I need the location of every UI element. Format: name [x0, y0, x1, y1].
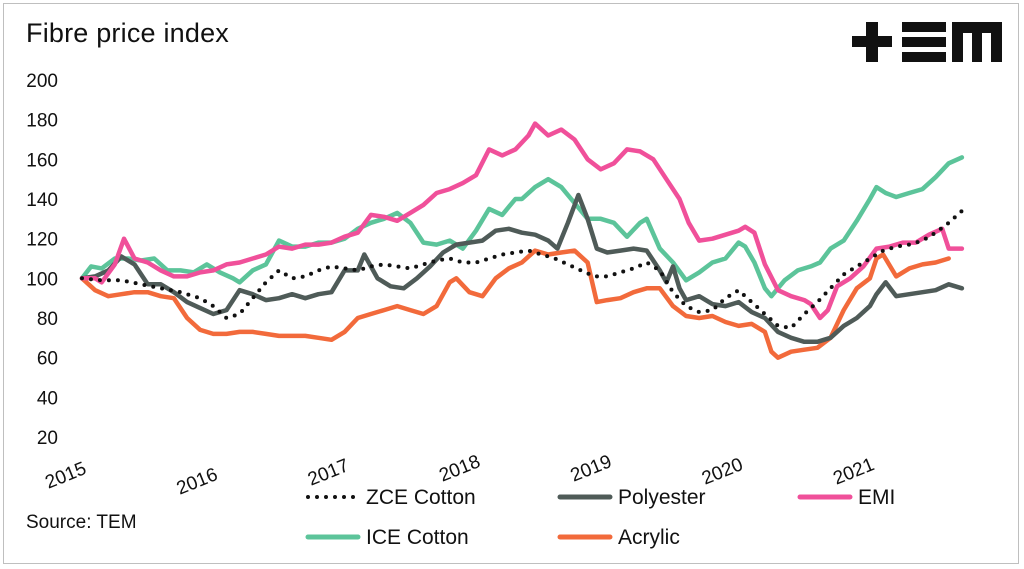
series-layer	[79, 121, 965, 360]
y-tick-label: 160	[26, 150, 58, 171]
legend-label: EMI	[858, 486, 895, 509]
y-tick-label: 200	[26, 71, 58, 92]
x-tick-label: 2015	[42, 458, 89, 493]
y-tick-label: 80	[37, 309, 58, 330]
y-tick-label: 20	[37, 428, 58, 449]
x-tick-label: 2016	[174, 464, 221, 499]
legend-label: ICE Cotton	[366, 526, 469, 549]
y-tick-label: 120	[26, 230, 58, 251]
x-tick-label: 2018	[436, 451, 483, 486]
chart-title: Fibre price index	[26, 18, 229, 48]
y-tick-label: 140	[26, 190, 58, 211]
y-tick-label: 180	[26, 111, 58, 132]
y-tick-label: 40	[37, 388, 58, 409]
y-tick-label: 100	[26, 269, 58, 290]
tem-logo	[852, 22, 1002, 62]
series-line-acrylic	[79, 248, 951, 360]
y-axis-ticks: 20 40 60 80 100 120 140 160 180 200	[26, 71, 58, 449]
chart-frame	[3, 3, 1019, 564]
legend: ZCE Cotton Polyester EMI ICE Cotton Acrylic	[305, 486, 895, 549]
legend-label: Polyester	[618, 486, 706, 509]
series-line-ice-cotton	[79, 155, 965, 299]
x-tick-label: 2017	[305, 455, 352, 490]
x-tick-label: 2019	[568, 451, 615, 486]
series-line-polyester	[79, 192, 965, 345]
series-line-emi	[79, 121, 965, 321]
x-tick-label: 2020	[699, 454, 746, 489]
source-note: Source: TEM	[26, 512, 137, 533]
legend-label: ZCE Cotton	[366, 486, 476, 509]
y-tick-label: 60	[37, 349, 58, 370]
x-tick-label: 2021	[830, 454, 877, 489]
legend-label: Acrylic	[618, 526, 680, 549]
